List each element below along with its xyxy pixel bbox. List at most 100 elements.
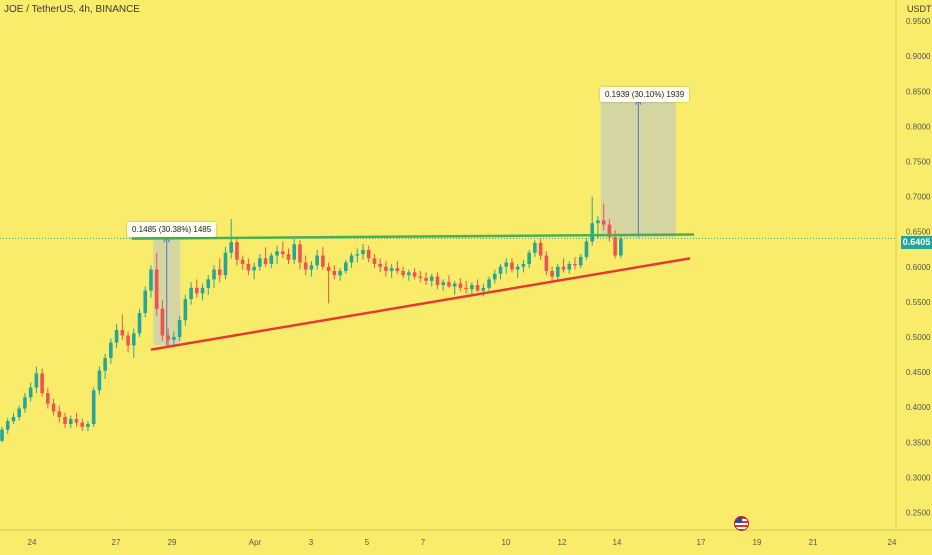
candle-body[interactable] [195,287,199,294]
candle-body[interactable] [137,313,142,334]
candle-body[interactable] [366,249,371,259]
candle-body[interactable] [80,422,85,427]
candle-body[interactable] [46,393,50,404]
candle-body[interactable] [441,282,446,286]
candle-body[interactable] [424,277,428,281]
candle-body[interactable] [68,419,73,424]
candle-body[interactable] [40,373,44,394]
candle-body[interactable] [177,320,182,337]
candle-body[interactable] [240,259,245,264]
candle-body[interactable] [126,335,130,346]
candle-body[interactable] [91,390,96,424]
candle-body[interactable] [149,269,153,291]
candle-body[interactable] [120,329,125,336]
candle-body[interactable] [378,263,382,267]
candle-body[interactable] [332,270,337,276]
candle-body[interactable] [481,287,486,291]
candle-body[interactable] [97,370,102,391]
candle-body[interactable] [103,358,107,371]
candle-body[interactable] [435,276,440,286]
candle-body[interactable] [510,262,514,270]
candle-body[interactable] [521,263,526,267]
candle-body[interactable] [246,263,251,271]
candle-body[interactable] [607,224,612,238]
candle-body[interactable] [292,244,297,260]
candle-body[interactable] [492,273,497,280]
candle-body[interactable] [498,266,503,274]
candle-body[interactable] [355,254,360,256]
candle-body[interactable] [584,241,589,257]
candle-body[interactable] [258,258,262,267]
support-line[interactable] [150,257,691,351]
candle-body[interactable] [217,269,222,276]
candle-body[interactable] [372,258,377,264]
candle-body[interactable] [550,270,554,277]
candle-body[interactable] [321,255,325,267]
candle-body[interactable] [166,335,170,340]
candle-body[interactable] [172,336,176,340]
candle-body[interactable] [160,308,165,336]
candle-body[interactable] [263,258,268,264]
candle-body[interactable] [235,242,239,260]
candle-body[interactable] [57,411,62,417]
candle-body[interactable] [515,266,520,270]
candle-body[interactable] [504,262,509,267]
candle-body[interactable] [229,242,233,253]
candle-body[interactable] [573,263,577,266]
candle-body[interactable] [189,287,193,300]
candle-body[interactable] [567,263,572,270]
candle-body[interactable] [303,262,308,270]
candle-body[interactable] [361,249,365,255]
candle-body[interactable] [556,266,560,277]
candle-body[interactable] [401,270,405,276]
candle-body[interactable] [326,266,331,271]
candle-body[interactable] [143,290,148,314]
candle-body[interactable] [470,285,474,290]
candle-body[interactable] [344,262,348,271]
candle-body[interactable] [561,266,566,270]
candle-body[interactable] [86,424,90,427]
candle-body[interactable] [452,283,457,287]
candle-body[interactable] [544,255,549,271]
candle-body[interactable] [206,279,211,288]
candle-body[interactable] [527,252,531,264]
candle-body[interactable] [51,403,56,412]
candle-body[interactable] [200,287,205,294]
candle-body[interactable] [447,282,451,287]
candle-body[interactable] [131,333,136,346]
candle-body[interactable] [458,283,463,288]
candle-body[interactable] [578,256,583,266]
candle-body[interactable] [338,270,342,276]
candle-body[interactable] [275,251,279,256]
measure-label-left[interactable]: 0.1485 (30.38%) 1485 [127,222,217,237]
candle-body[interactable] [384,266,388,271]
candle-body[interactable] [63,416,67,424]
candle-body[interactable] [619,238,623,256]
candle-body[interactable] [412,272,417,277]
measure-label-right[interactable]: 0.1939 (30.10%) 1939 [600,87,690,102]
candle-body[interactable] [315,255,319,266]
candle-body[interactable] [286,254,291,260]
us-flag-icon[interactable] [734,516,749,531]
candle-body[interactable] [309,265,314,270]
candle-body[interactable] [154,269,159,309]
candle-body[interactable] [0,429,4,441]
candle-body[interactable] [590,223,594,242]
candle-body[interactable] [74,419,79,423]
candle-body[interactable] [389,268,394,271]
candle-body[interactable] [613,237,617,256]
candle-body[interactable] [212,269,216,280]
candle-body[interactable] [349,255,354,263]
candle-body[interactable] [183,299,188,321]
candle-body[interactable] [533,242,537,253]
candle-body[interactable] [28,387,33,398]
candle-body[interactable] [429,276,434,281]
candle-body[interactable] [601,220,606,225]
candle-body[interactable] [407,272,411,276]
candle-body[interactable] [538,242,543,256]
candle-body[interactable] [418,276,423,278]
candle-body[interactable] [114,329,119,343]
candle-body[interactable] [475,285,480,291]
